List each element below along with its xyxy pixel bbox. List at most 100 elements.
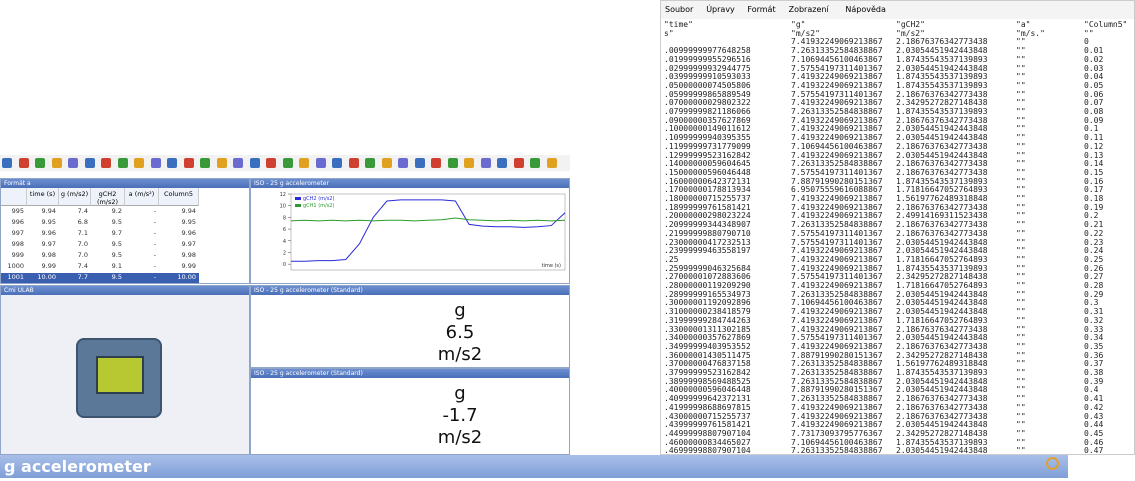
toolbar-icon[interactable] <box>118 158 128 168</box>
table-cell: - <box>125 251 159 261</box>
toolbar-icon[interactable] <box>530 158 540 168</box>
window-title: ISO - 25 g accelerometer (Standard) <box>251 286 569 295</box>
text-content: "time""g""gCH2""a""Column5"s""m/s2""m/s2… <box>664 21 1134 455</box>
meter-value: -1.7 <box>251 405 569 426</box>
toolbar-icon[interactable] <box>250 158 260 168</box>
table-cell: 9.94 <box>27 207 59 217</box>
table-cell: 1000 <box>1 262 27 272</box>
table-cell: 7.7 <box>59 273 91 283</box>
table-cell: 996 <box>1 218 27 228</box>
toolbar <box>0 155 570 171</box>
status-title: g accelerometer <box>4 457 151 476</box>
toolbar-icon[interactable] <box>316 158 326 168</box>
toolbar-icon[interactable] <box>233 158 243 168</box>
device <box>76 338 162 418</box>
window-title: Formát a <box>1 179 249 188</box>
menu-item[interactable]: Zobrazení <box>789 1 829 19</box>
toolbar-icon[interactable] <box>85 158 95 168</box>
legend-swatch <box>295 204 301 207</box>
toolbar-icon[interactable] <box>299 158 309 168</box>
menu-item[interactable]: Nápověda <box>845 1 886 19</box>
toolbar-icon[interactable] <box>2 158 12 168</box>
toolbar-icon[interactable] <box>398 158 408 168</box>
toolbar-icon[interactable] <box>35 158 45 168</box>
toolbar-icon[interactable] <box>283 158 293 168</box>
toolbar-icon[interactable] <box>481 158 491 168</box>
table-cell: 9.99 <box>159 262 199 272</box>
toolbar-icon[interactable] <box>415 158 425 168</box>
toolbar-icon[interactable] <box>52 158 62 168</box>
toolbar-icon[interactable] <box>68 158 78 168</box>
toolbar-icon[interactable] <box>431 158 441 168</box>
table-cell: 9.96 <box>159 229 199 239</box>
toolbar-icon[interactable] <box>547 158 557 168</box>
toolbar-icon[interactable] <box>464 158 474 168</box>
table-cell: 9.95 <box>159 218 199 228</box>
toolbar-icon[interactable] <box>19 158 29 168</box>
menu-item[interactable]: Úpravy <box>706 1 735 19</box>
toolbar-icon[interactable] <box>382 158 392 168</box>
meter-quantity: g <box>251 300 569 321</box>
toolbar-icon[interactable] <box>217 158 227 168</box>
meter-quantity: g <box>251 383 569 404</box>
menu-item[interactable]: Formát <box>747 1 775 19</box>
graph: 024681012time (s)gCH2 (m/s2)gCH1 (m/s2) <box>251 188 569 283</box>
table-cell: 9.94 <box>159 207 199 217</box>
column-header: g (m/s2) <box>59 188 91 206</box>
legend-label: gCH1 (m/s2) <box>303 203 334 209</box>
toolbar-icon[interactable] <box>134 158 144 168</box>
table-cell: 9.95 <box>27 218 59 228</box>
table-cell: - <box>125 207 159 217</box>
text-cell: 2.03054451942443848 <box>896 447 988 455</box>
table-cell: 998 <box>1 240 27 250</box>
toolbar-icon[interactable] <box>514 158 524 168</box>
table-cell: 9.1 <box>91 262 125 272</box>
toolbar-icon[interactable] <box>167 158 177 168</box>
table-cell: 1001 <box>1 273 27 283</box>
toolbar-icon[interactable] <box>332 158 342 168</box>
table-cell: 995 <box>1 207 27 217</box>
menu-bar: Soubor Úpravy Formát Zobrazení Nápověda <box>661 1 1135 19</box>
y-tick-label: 2 <box>283 250 286 256</box>
table-cell: 6.8 <box>59 218 91 228</box>
table-cell: 10.00 <box>27 273 59 283</box>
text-cell: s" <box>664 30 674 39</box>
menu-item[interactable]: Soubor <box>665 1 693 19</box>
table-window: Formát a time (s)g (m/s2)gCH2 (m/s2)a (m… <box>0 178 250 284</box>
toolbar-icon[interactable] <box>184 158 194 168</box>
legend-label: gCH2 (m/s2) <box>303 196 334 202</box>
table-cell: 9.5 <box>91 240 125 250</box>
table-cell: 7.0 <box>59 240 91 250</box>
toolbar-icon[interactable] <box>101 158 111 168</box>
y-tick-label: 8 <box>283 215 286 221</box>
x-axis-label: time (s) <box>542 263 561 269</box>
toolbar-icon[interactable] <box>266 158 276 168</box>
table-cell: - <box>125 240 159 250</box>
table-cell: 9.7 <box>91 229 125 239</box>
column-header <box>1 188 27 206</box>
toolbar-icon[interactable] <box>497 158 507 168</box>
toolbar-icon[interactable] <box>200 158 210 168</box>
text-cell: .46999998807907104 <box>664 447 751 455</box>
toolbar-icon[interactable] <box>151 158 161 168</box>
table-cell: 7.4 <box>59 207 91 217</box>
text-cell: 0.47 <box>1084 447 1103 455</box>
toolbar-icon[interactable] <box>349 158 359 168</box>
table-cell: - <box>125 218 159 228</box>
table-cell: 9.97 <box>27 240 59 250</box>
meter-window: ISO - 25 g accelerometer (Standard)g-1.7… <box>250 368 570 455</box>
device-window: Cmi ULAB <box>0 285 250 455</box>
table-cell: 9.5 <box>91 273 125 283</box>
page: {"notepad":{"menu":["Soubor","Úpravy","F… <box>0 0 1135 481</box>
toolbar-icon[interactable] <box>365 158 375 168</box>
legend-swatch <box>295 197 301 200</box>
toolbar-icon[interactable] <box>448 158 458 168</box>
column-header: gCH2 (m/s2) <box>91 188 125 206</box>
device-screen <box>96 356 144 394</box>
column-header: time (s) <box>27 188 59 206</box>
table-cell: - <box>125 229 159 239</box>
table-cell: 7.0 <box>59 251 91 261</box>
graph-window: ISO - 25 g accelerometer 024681012time (… <box>250 178 570 284</box>
search-icon[interactable] <box>1046 457 1059 470</box>
meter-unit: m/s2 <box>251 427 569 448</box>
